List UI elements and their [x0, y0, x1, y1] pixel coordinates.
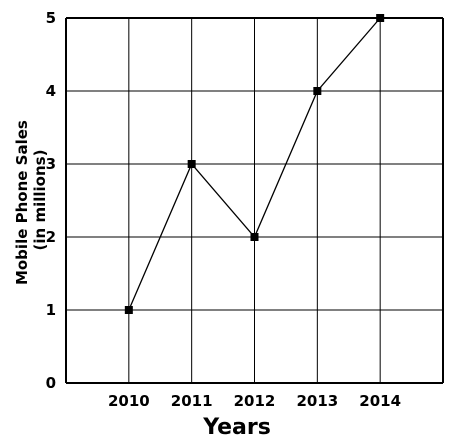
grid: [65, 17, 444, 384]
x-tick-label: 2014: [359, 392, 401, 410]
x-tick-label: 2010: [108, 392, 150, 410]
y-axis-title-line-2: (in millions): [31, 150, 49, 251]
tick-labels: 0 1 2 3 4 5 2010 2011 2012 2013 2014: [46, 9, 401, 410]
data-point: [313, 87, 322, 95]
x-tick-label: 2012: [234, 392, 276, 410]
series: [124, 14, 385, 314]
data-point: [376, 14, 385, 22]
y-tick-label: 4: [46, 82, 56, 100]
y-axis-title-line-1: Mobile Phone Sales: [13, 120, 31, 285]
y-tick-label: 1: [46, 301, 56, 319]
data-point: [250, 233, 259, 241]
x-axis-title: Years: [202, 415, 271, 440]
y-tick-label: 2: [46, 228, 56, 246]
y-tick-label: 3: [46, 155, 56, 173]
x-tick-label: 2013: [296, 392, 338, 410]
data-point: [187, 160, 196, 168]
data-point: [124, 306, 133, 314]
y-tick-label: 0: [46, 374, 56, 392]
y-tick-label: 5: [46, 9, 56, 27]
y-axis-title: Mobile Phone Sales (in millions): [13, 115, 49, 285]
x-tick-label: 2011: [171, 392, 213, 410]
